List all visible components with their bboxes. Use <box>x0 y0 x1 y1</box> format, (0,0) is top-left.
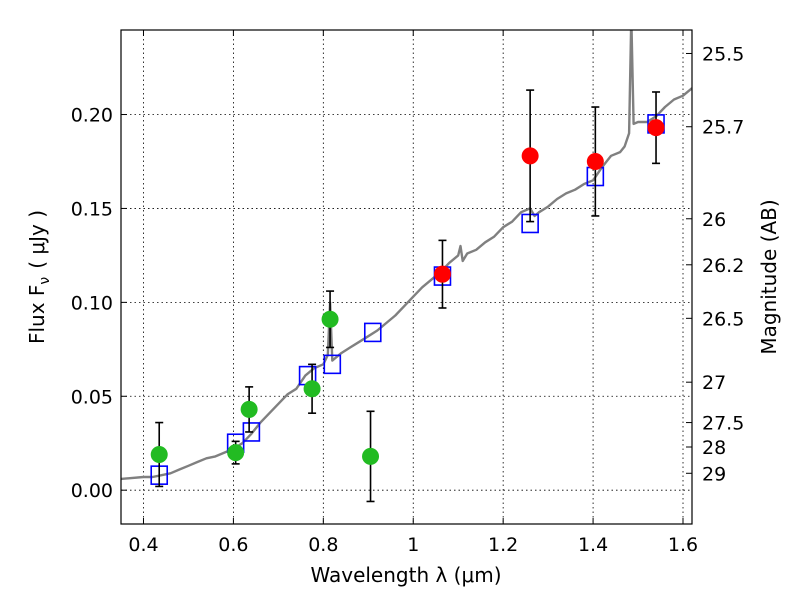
y2-tick-label: 27 <box>702 372 726 394</box>
y-axis-label-subscript: ν <box>37 277 53 285</box>
y2-tick-label: 27.5 <box>702 413 744 435</box>
y-tick-label: 0.20 <box>71 105 113 127</box>
data-points-layer <box>150 119 665 465</box>
y2-tick-label: 26 <box>702 209 726 231</box>
y2-tick-label: 29 <box>702 463 726 485</box>
x-tick-label: 1 <box>407 534 419 556</box>
model-square <box>242 422 261 442</box>
model-square <box>363 322 382 343</box>
y-axis-label-main: Flux F <box>25 285 49 344</box>
grid-lines <box>121 30 692 524</box>
y-axis-label-unit: ( μJy ) <box>25 210 49 269</box>
x-tick-label: 0.4 <box>128 534 158 556</box>
y-tick-label: 0.15 <box>71 198 113 220</box>
y-tick-label: 0.10 <box>71 292 113 314</box>
y2-axis-label: Magnitude (AB) <box>757 199 781 354</box>
data-point <box>227 444 245 462</box>
data-point <box>303 380 321 398</box>
x-tick-label: 1.6 <box>668 534 698 556</box>
y2-tick-label: 26.5 <box>702 308 744 330</box>
data-point <box>240 400 258 418</box>
y2-tick-label: 28 <box>702 437 726 459</box>
plot-frame <box>120 29 693 525</box>
x-tick-label: 1.4 <box>578 534 608 556</box>
y2-tick-label: 25.7 <box>702 117 744 139</box>
data-point <box>150 446 168 464</box>
x-tick-label: 0.8 <box>308 534 338 556</box>
data-point <box>586 152 604 170</box>
data-point <box>521 147 539 165</box>
y2-tick-label: 25.5 <box>702 43 744 65</box>
tick-marks <box>121 30 692 524</box>
y-tick-label: 0.05 <box>71 386 113 408</box>
data-point <box>433 265 451 283</box>
tick-labels: 0.4 0.6 0.8 1 1.2 1.4 1.6 0.00 0.05 0.10 0.15 0.20 2… <box>71 43 745 556</box>
x-tick-label: 0.6 <box>218 534 248 556</box>
data-point <box>321 310 339 328</box>
x-axis-label: Wavelength λ (μm) <box>310 563 501 587</box>
model-square <box>323 354 342 375</box>
x-tick-label: 1.2 <box>488 534 518 556</box>
data-point <box>362 447 380 465</box>
y2-tick-label: 26.2 <box>702 255 744 277</box>
y-axis-label: Flux Fν ( μJy ) <box>25 210 53 344</box>
y-tick-label: 0.00 <box>71 480 113 502</box>
data-point <box>647 119 665 137</box>
